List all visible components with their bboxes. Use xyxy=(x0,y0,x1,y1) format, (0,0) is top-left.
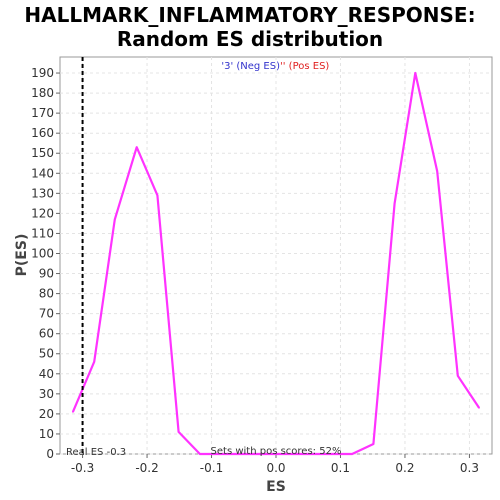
data-point xyxy=(436,170,438,173)
data-point xyxy=(177,431,180,433)
x-tick-label: 0.2 xyxy=(395,461,414,475)
data-point xyxy=(478,407,480,409)
y-tick-label: 100 xyxy=(31,246,54,260)
data-point xyxy=(156,194,159,197)
y-tick-label: 50 xyxy=(39,347,54,361)
y-tick-label: 170 xyxy=(31,106,54,120)
y-axis-label: P(ES) xyxy=(14,234,30,277)
pos-scores-annotation: Sets with pos scores: 52% xyxy=(211,446,342,457)
chart-title-line1: HALLMARK_INFLAMMATORY_RESPONSE: xyxy=(24,3,475,27)
legend: '3' (Neg ES) '' (Pos ES) xyxy=(221,61,329,72)
y-tick-label: 60 xyxy=(39,327,54,341)
y-tick-label: 180 xyxy=(31,86,54,100)
data-point xyxy=(135,146,138,149)
y-tick-label: 120 xyxy=(31,206,54,220)
y-tick-label: 0 xyxy=(46,447,54,461)
x-tick-label: -0.2 xyxy=(135,461,158,475)
x-tick-label: 0.0 xyxy=(266,461,285,475)
data-point xyxy=(199,453,201,455)
y-tick-label: 190 xyxy=(31,66,54,80)
data-point xyxy=(72,411,74,413)
data-point xyxy=(457,375,459,377)
real-es-annotation: Real ES -0.3 xyxy=(66,447,126,458)
y-tick-label: 70 xyxy=(39,307,54,321)
y-tick-label: 10 xyxy=(39,427,54,441)
y-tick-label: 20 xyxy=(39,407,54,421)
data-point xyxy=(93,360,95,363)
data-point xyxy=(114,218,116,221)
legend-neg-es: '3' (Neg ES) xyxy=(221,61,280,72)
series-layer xyxy=(71,71,481,456)
legend-pos-es: '' (Pos ES) xyxy=(280,61,329,72)
y-tick-label: 90 xyxy=(39,267,54,281)
y-tick-label: 160 xyxy=(31,126,54,140)
data-point xyxy=(351,453,353,455)
x-tick-label: 0.3 xyxy=(460,461,479,475)
y-tick-label: 110 xyxy=(31,226,54,240)
series-line xyxy=(71,71,481,456)
y-tick-label: 140 xyxy=(31,166,54,180)
y-tick-label: 150 xyxy=(31,146,54,160)
data-point xyxy=(393,202,396,205)
x-tick-label: 0.1 xyxy=(331,461,350,475)
x-axis-label: ES xyxy=(266,479,286,495)
y-tick-label: 40 xyxy=(39,367,54,381)
data-point xyxy=(372,443,375,445)
y-tick-label: 130 xyxy=(31,186,54,200)
chart-title-line2: Random ES distribution xyxy=(117,27,383,51)
axes: 0 10 20 30 40 50 60 70 80 90 100 110 120 130 140 150 160… xyxy=(31,66,479,475)
data-point xyxy=(414,72,417,74)
y-tick-label: 30 xyxy=(39,387,54,401)
x-tick-label: -0.1 xyxy=(200,461,223,475)
y-tick-label: 80 xyxy=(39,287,54,301)
x-tick-label: -0.3 xyxy=(71,461,94,475)
